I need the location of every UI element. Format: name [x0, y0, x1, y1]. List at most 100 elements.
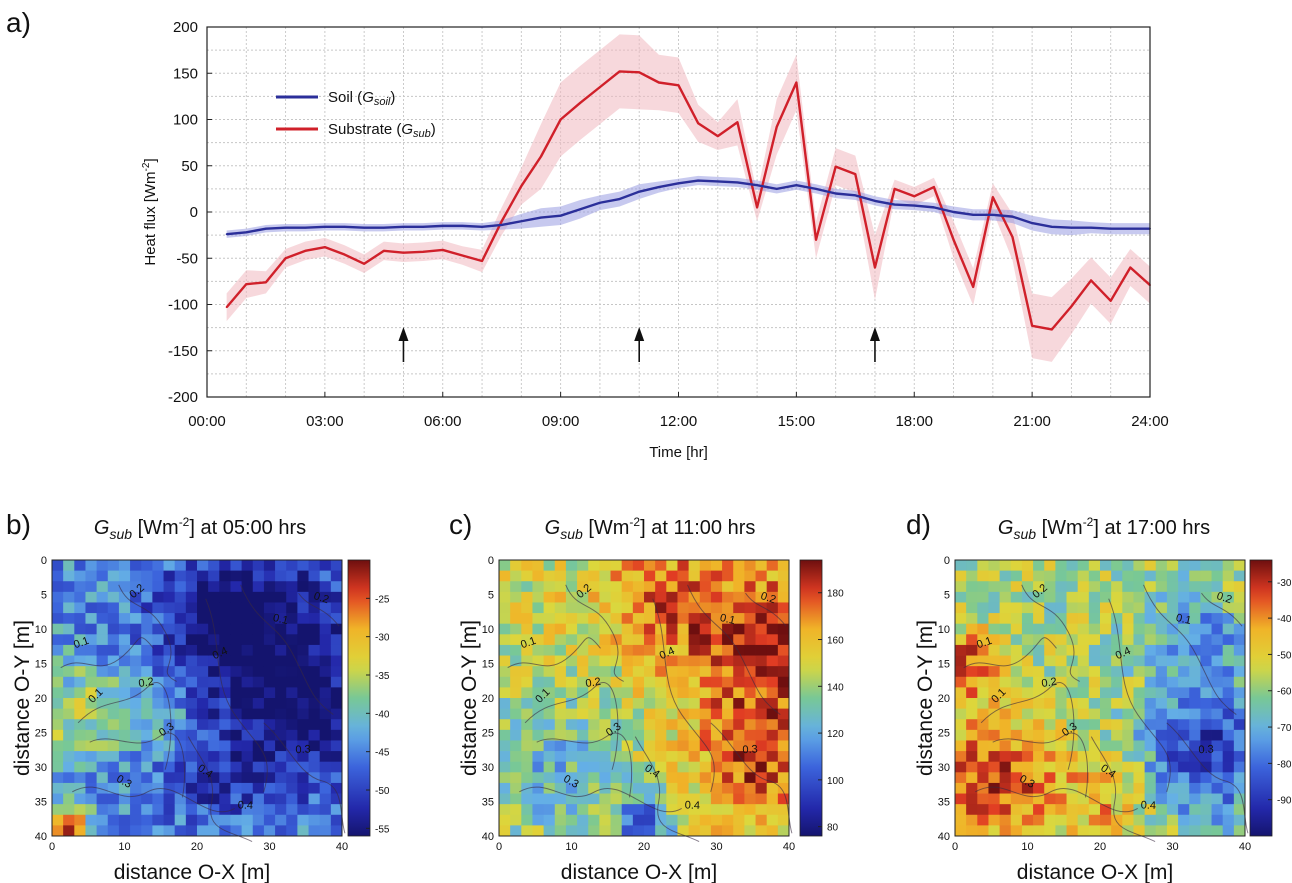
- heatmap-cell: [543, 719, 556, 731]
- heatmap-cell: [1189, 740, 1201, 752]
- heatmap-cell: [744, 814, 756, 826]
- heatmap-cell: [163, 613, 176, 625]
- heatmap-cell: [1100, 687, 1112, 699]
- heatmap-cell: [1010, 687, 1023, 699]
- heatmap-cell: [966, 591, 978, 603]
- heatmap-cell: [118, 676, 131, 688]
- heatmap-cell: [766, 634, 779, 646]
- heatmap-cell: [666, 761, 678, 773]
- heatmap-cell: [1189, 804, 1201, 816]
- heatmap-cell: [230, 676, 243, 688]
- heatmap-cell: [554, 772, 567, 784]
- heatmap-cell: [275, 613, 287, 625]
- heatmap-cell: [744, 729, 756, 741]
- heatmap-cell: [1010, 708, 1023, 720]
- heatmap-cell: [174, 814, 187, 826]
- heatmap-cell: [1021, 560, 1034, 572]
- heatmap-cell: [777, 570, 790, 582]
- heatmap-cell: [130, 729, 142, 741]
- heatmap-cell: [1122, 804, 1134, 816]
- heatmap-cell: [197, 761, 209, 773]
- heatmap-cell: [185, 676, 198, 688]
- heatmap-cell: [1021, 602, 1034, 614]
- heatmap-cell: [252, 613, 265, 625]
- heatmap-cell: [219, 698, 231, 710]
- contour-line: [1091, 737, 1155, 842]
- heatmap-cell: [63, 602, 75, 614]
- heatmap-cell: [1077, 814, 1090, 826]
- heatmap-cell: [532, 634, 545, 646]
- heatmap-cell: [1077, 825, 1090, 837]
- heatmap-cell: [152, 772, 164, 784]
- heatmap-cell: [152, 591, 164, 603]
- heatmap-cell: [688, 602, 701, 614]
- heatmap-cell: [1200, 634, 1212, 646]
- heatmap-cell: [1021, 644, 1034, 656]
- heatmap-cell: [610, 751, 623, 763]
- heatmap-cell: [1122, 655, 1134, 667]
- heatmap-cell: [230, 698, 243, 710]
- heatmap-cell: [219, 676, 231, 688]
- heatmap-cell: [666, 814, 678, 826]
- heatmap-cell: [532, 698, 545, 710]
- heatmap-cell: [1088, 655, 1101, 667]
- contour-line: [110, 574, 168, 671]
- heatmap-cell: [554, 560, 567, 572]
- heatmap-cell: [999, 804, 1012, 816]
- heatmap-cell: [174, 719, 187, 731]
- heatmap-cell: [1166, 634, 1179, 646]
- heatmap-x-tick: 10: [118, 841, 130, 853]
- heatmap-cell: [677, 719, 690, 731]
- heatmap-cell: [1178, 708, 1190, 720]
- heatmap-cell: [141, 772, 153, 784]
- x-tick-label: 21:00: [1013, 413, 1051, 430]
- heatmap-cell: [1189, 729, 1201, 741]
- heatmap-cell: [1077, 634, 1090, 646]
- heatmap-cell: [1111, 708, 1123, 720]
- heatmap-cell: [988, 782, 1001, 794]
- heatmap-cell: [275, 782, 287, 794]
- heatmap-cell: [85, 793, 98, 805]
- heatmap-cell: [1233, 751, 1246, 763]
- heatmap-cell: [666, 655, 678, 667]
- heatmap-cell: [1044, 581, 1056, 593]
- heatmap-cell: [955, 591, 967, 603]
- heatmap-cell: [588, 740, 600, 752]
- heatmap-cell: [599, 729, 611, 741]
- heatmap-cell: [1211, 825, 1224, 837]
- heatmap-cell: [999, 814, 1012, 826]
- heatmap-cell: [1077, 804, 1090, 816]
- heatmap-cell: [275, 729, 287, 741]
- heatmap-cell: [1033, 751, 1045, 763]
- heatmap-cell: [130, 782, 142, 794]
- heatmap-cell: [297, 676, 309, 688]
- heatmap-cell: [1166, 687, 1179, 699]
- heatmap-cell: [96, 634, 109, 646]
- heatmap-cell: [197, 655, 209, 667]
- heatmap-cell: [275, 814, 287, 826]
- heatmap-cell: [955, 655, 967, 667]
- heatmap-cell: [988, 804, 1001, 816]
- heatmap-cell: [632, 623, 645, 635]
- heatmap-cell: [543, 591, 556, 603]
- heatmap-cell: [755, 581, 768, 593]
- heatmap-cell: [118, 560, 131, 572]
- heatmap-cell: [977, 825, 989, 837]
- heatmap-cell: [52, 676, 64, 688]
- heatmap-cell: [521, 793, 533, 805]
- heatmap-cell: [185, 698, 198, 710]
- heatmap-cell: [1055, 814, 1067, 826]
- heatmap-cell: [130, 825, 142, 837]
- heatmap-cell: [554, 761, 567, 773]
- heatmap-cell: [319, 719, 332, 731]
- heatmap-cell: [766, 729, 779, 741]
- heatmap-cell: [219, 751, 231, 763]
- heatmap-cell: [755, 804, 768, 816]
- heatmap-cell: [733, 825, 745, 837]
- heatmap-cell: [988, 761, 1001, 773]
- heatmap-cell: [644, 613, 656, 625]
- heatmap-cell: [308, 634, 321, 646]
- heatmap-cell: [1111, 814, 1123, 826]
- heatmap-cell: [1144, 698, 1157, 710]
